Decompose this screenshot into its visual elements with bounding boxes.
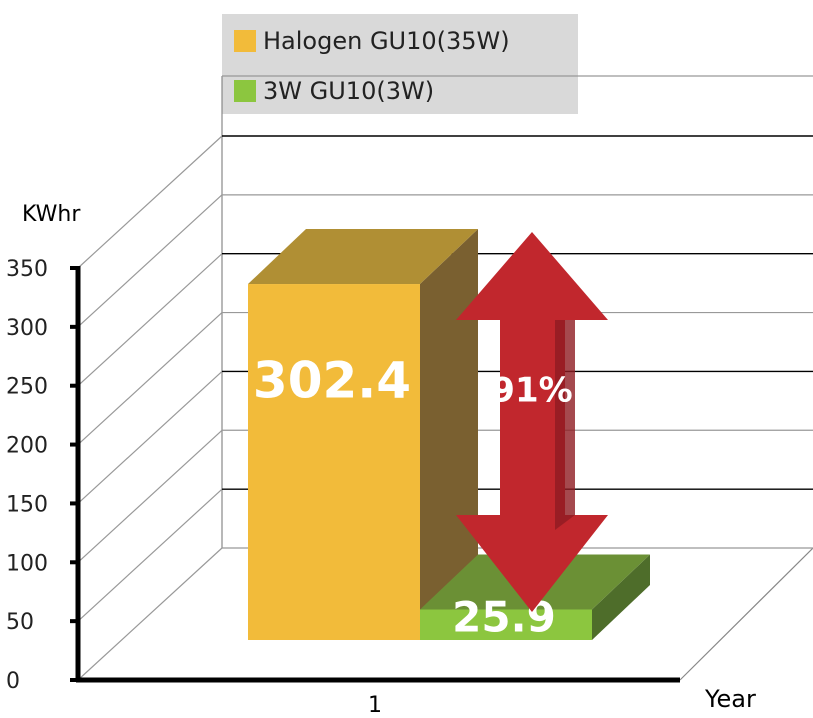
legend-swatch	[234, 80, 256, 102]
grid-diagonal	[77, 488, 223, 622]
grid-diagonal	[77, 253, 223, 387]
legend-swatch	[234, 30, 256, 52]
bar	[248, 284, 420, 640]
legend: Halogen GU10(35W) 3W GU10(3W)	[234, 27, 510, 105]
grid-diagonal	[77, 370, 223, 504]
bar-top	[248, 229, 478, 285]
arrow	[456, 232, 608, 612]
grid-diagonal	[77, 429, 223, 563]
arrow-shade	[555, 320, 575, 530]
legend-label: Halogen GU10(35W)	[263, 27, 510, 55]
grid-diagonal	[77, 135, 223, 269]
bar	[420, 609, 592, 640]
grid-diagonal	[77, 312, 223, 446]
bar-side	[420, 229, 478, 641]
annotation: 91%	[491, 371, 572, 411]
legend-label: 3W GU10(3W)	[263, 77, 434, 105]
y-axis-label: KWhr	[22, 202, 81, 227]
x-axis-label: Year	[704, 685, 756, 713]
bars: 302.425.9	[248, 229, 650, 642]
y-tick-label: 100	[6, 551, 48, 576]
y-tick-label: 300	[6, 316, 48, 341]
y-tick-label: 0	[6, 669, 20, 694]
floor-edge	[679, 547, 813, 681]
bar-side	[592, 554, 650, 640]
y-tick-label: 250	[6, 375, 48, 400]
y-tick-label: 50	[6, 610, 34, 635]
value-label: 302.4	[253, 352, 411, 410]
grid-diagonal	[77, 547, 223, 681]
grid-diagonal	[77, 194, 223, 328]
y-tick-label: 200	[6, 434, 48, 459]
y-tick-label: 150	[6, 492, 48, 517]
x-tick-label: 1	[368, 693, 382, 718]
y-tick-label: 350	[6, 257, 48, 282]
legend-box	[222, 14, 578, 114]
